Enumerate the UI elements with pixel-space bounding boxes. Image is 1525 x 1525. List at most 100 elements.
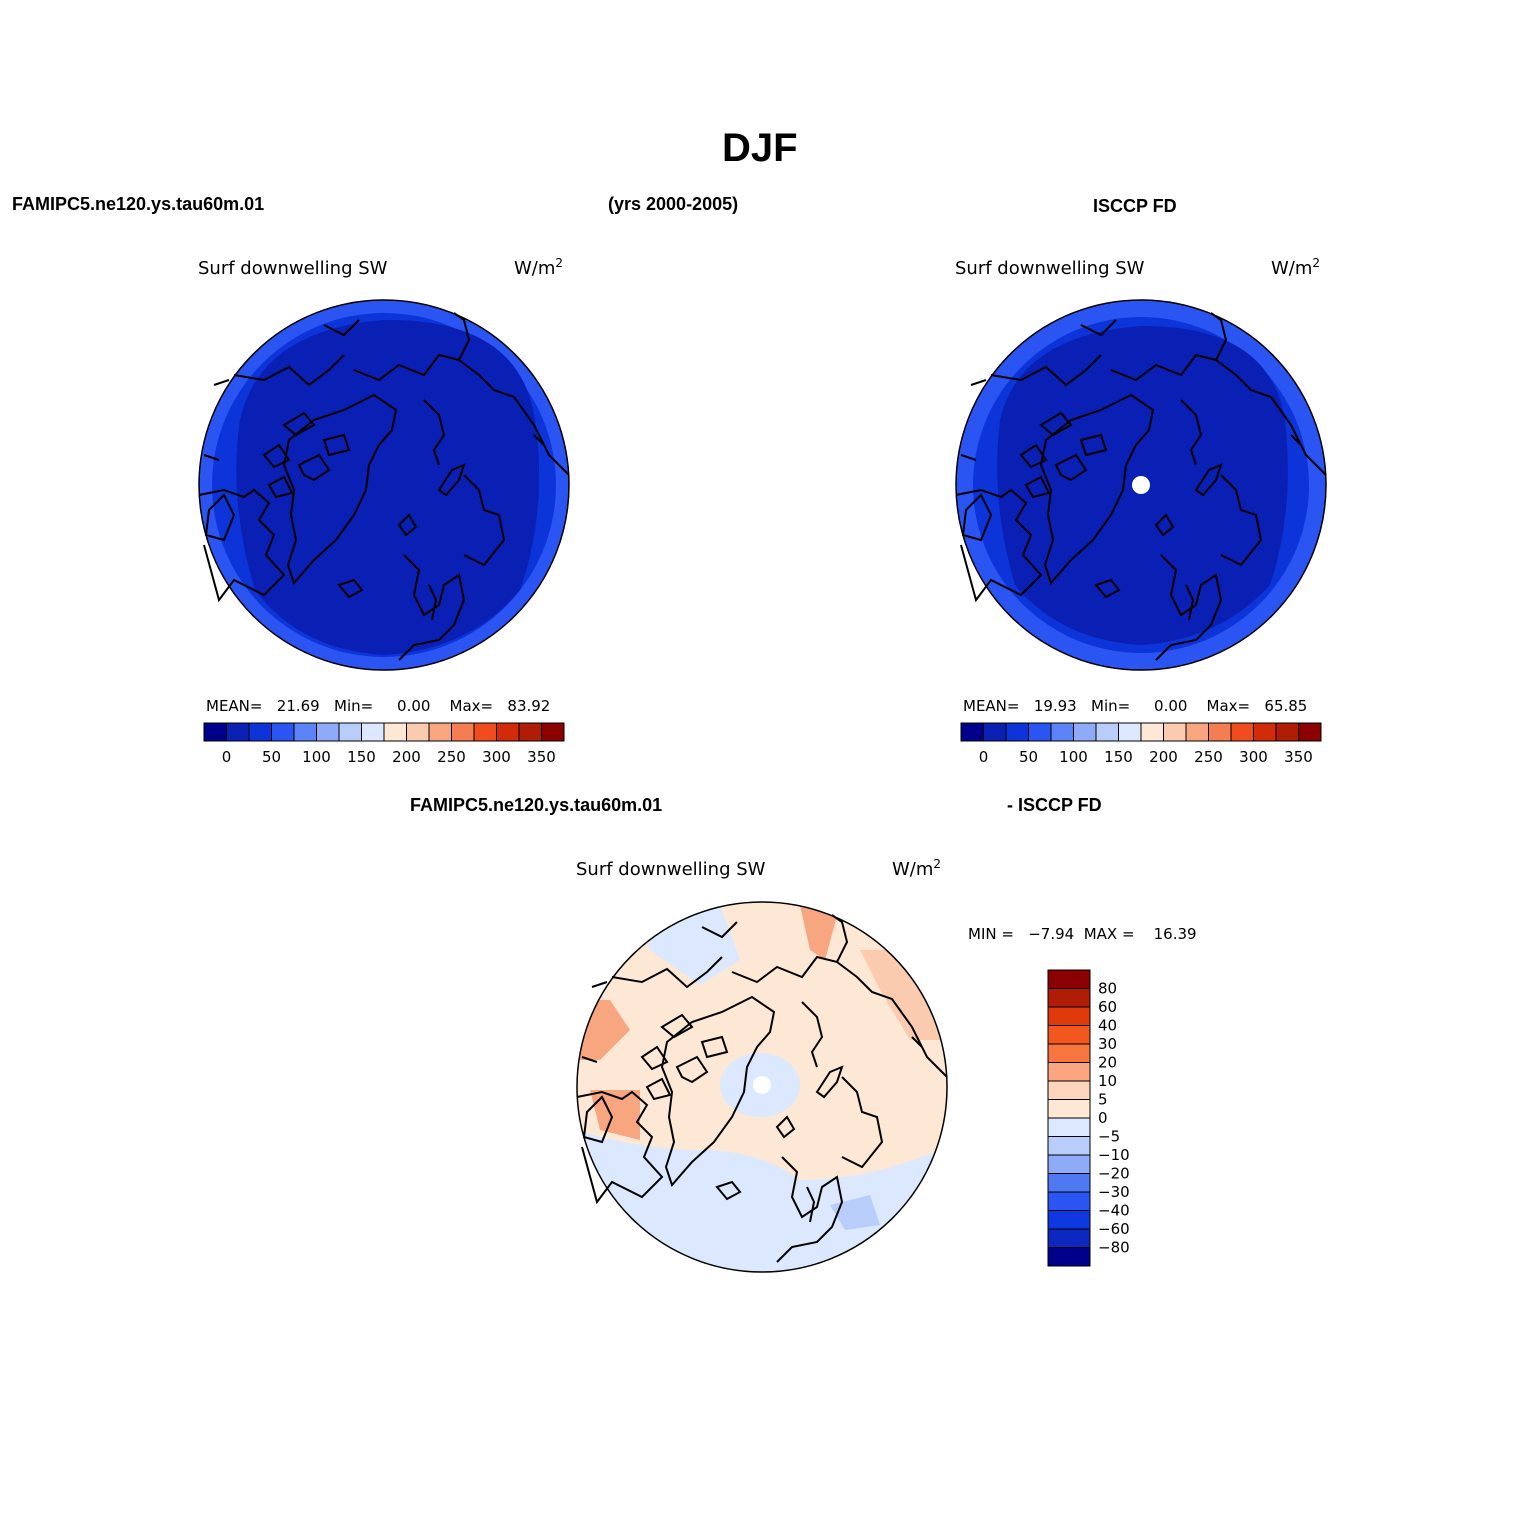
panel3-colorbar-tick-label: 40 [1098, 1017, 1117, 1035]
panel1-colorbar-swatch [338, 722, 362, 742]
diff-obs-header: - ISCCP FD [1007, 795, 1102, 815]
model-case-header: FAMIPC5.ne120.ys.tau60m.01 [12, 194, 265, 214]
panel1-colorbar-tick-label: 0 [222, 748, 232, 766]
panel3-colorbar-swatch [1047, 969, 1091, 989]
panel2-colorbar-swatch [1050, 722, 1074, 742]
panel1-colorbar-swatch [496, 722, 520, 742]
panel2-colorbar-swatch [1118, 722, 1142, 742]
panel2-colorbar-swatch [1073, 722, 1097, 742]
panel3-colorbar-swatch [1047, 1136, 1091, 1156]
panel3-colorbar-tick-label: 30 [1098, 1035, 1117, 1053]
panel1-colorbar-swatch [361, 722, 385, 742]
panel1-colorbar-tick-label: 50 [262, 748, 281, 766]
panel3-colorbar-swatch [1047, 1080, 1091, 1100]
panel3-colorbar-swatch [1047, 1154, 1091, 1174]
panel1-colorbar-swatch [406, 722, 430, 742]
panel2-colorbar-tick-label: 100 [1059, 748, 1088, 766]
panel1-colorbar-swatch [428, 722, 452, 742]
panel2-stats: MEAN= 19.93 Min= 0.00 Max= 65.85 [963, 697, 1308, 715]
panel2-colorbar-tick-label: 150 [1104, 748, 1133, 766]
panel1-colorbar-swatch [473, 722, 497, 742]
panel1-colorbar-swatch [226, 722, 250, 742]
panel1-colorbar-swatch [271, 722, 295, 742]
panel2-map [955, 299, 1327, 671]
panel1-colorbar-swatch [518, 722, 542, 742]
panel3-colorbar-tick-label: −40 [1098, 1202, 1130, 1220]
panel3-colorbar-tick-label: −5 [1098, 1128, 1120, 1146]
panel2-colorbar-swatch [1298, 722, 1322, 742]
panel1-colorbar-swatch [316, 722, 340, 742]
panel1-map [198, 299, 570, 671]
panel3-colorbar-swatch [1047, 1173, 1091, 1193]
panel3-colorbar-swatch [1047, 1006, 1091, 1026]
obs-header: ISCCP FD [1093, 196, 1177, 216]
panel1-colorbar-tick-label: 300 [482, 748, 511, 766]
panel3-missing-pole [753, 1076, 771, 1094]
panel2-variable: Surf downwelling SW [955, 258, 1145, 279]
panel3-colorbar-tick-label: −80 [1098, 1239, 1130, 1257]
panel1-colorbar-tick-label: 100 [302, 748, 331, 766]
panel3-colorbar-tick-label: 60 [1098, 998, 1117, 1016]
panel1-colorbar-tick-label: 350 [527, 748, 556, 766]
panel2-colorbar-swatch [983, 722, 1007, 742]
panel3-colorbar-swatch [1047, 1099, 1091, 1119]
panel2-colorbar-tick-label: 50 [1019, 748, 1038, 766]
panel2-colorbar-swatch [1005, 722, 1029, 742]
panel3-colorbar-swatch [1047, 988, 1091, 1008]
panel3-colorbar-tick-label: −20 [1098, 1165, 1130, 1183]
panel2-colorbar-tick-label: 250 [1194, 748, 1223, 766]
panel3-units: W/m2 [892, 857, 942, 880]
panel3-colorbar-swatch [1047, 1210, 1091, 1230]
panel3-colorbar-tick-label: 0 [1098, 1109, 1108, 1127]
panel1-units: W/m2 [514, 256, 564, 279]
panel2-colorbar-swatch [1028, 722, 1052, 742]
panel3-colorbar-swatch [1047, 1043, 1091, 1063]
panel1-colorbar-swatch [203, 722, 227, 742]
panel2-colorbar-tick-label: 300 [1239, 748, 1268, 766]
panel1-colorbar-swatch [541, 722, 565, 742]
panel3-colorbar-tick-label: 80 [1098, 980, 1117, 998]
panel1-colorbar-swatch [383, 722, 407, 742]
panel2-colorbar-swatch [1208, 722, 1232, 742]
panel3-colorbar-swatch [1047, 1191, 1091, 1211]
panel2-colorbar: 0 50 100 150 200 250 300 350 [960, 722, 1322, 766]
panel1-colorbar-tick-label: 150 [347, 748, 376, 766]
figure-title: DJF [722, 126, 798, 170]
panel3-map [576, 901, 948, 1273]
panel2-colorbar-swatch [1163, 722, 1187, 742]
panel2-colorbar-swatch [1140, 722, 1164, 742]
panel1-variable: Surf downwelling SW [198, 258, 388, 279]
panel1-colorbar-swatch [451, 722, 475, 742]
panel2-colorbar-tick-label: 0 [979, 748, 989, 766]
panel3-stats: MIN = −7.94 MAX = 16.39 [968, 925, 1197, 943]
panel2-units: W/m2 [1271, 256, 1321, 279]
panel3-colorbar-tick-label: −10 [1098, 1146, 1130, 1164]
panel3-colorbar-swatch [1047, 1062, 1091, 1082]
panel2-colorbar-swatch [1185, 722, 1209, 742]
panel3-colorbar-swatch [1047, 1247, 1091, 1267]
panel1-colorbar-tick-label: 200 [392, 748, 421, 766]
panel1-colorbar-swatch [293, 722, 317, 742]
panel3-colorbar-tick-label: 20 [1098, 1054, 1117, 1072]
panel2-colorbar-swatch [1095, 722, 1119, 742]
panel3-colorbar-tick-label: 5 [1098, 1091, 1108, 1109]
panel3-colorbar-swatch [1047, 1117, 1091, 1137]
panel2-colorbar-tick-label: 200 [1149, 748, 1178, 766]
panel3-colorbar-swatch [1047, 1228, 1091, 1248]
panel3-colorbar-tick-label: −60 [1098, 1220, 1130, 1238]
panel2-missing-pole [1132, 476, 1150, 494]
panel3-colorbar-swatch [1047, 1025, 1091, 1045]
panel2-colorbar-swatch [1253, 722, 1277, 742]
years-header: (yrs 2000-2005) [608, 194, 739, 214]
panel2-colorbar-swatch [1275, 722, 1299, 742]
panel3-colorbar-tick-label: −30 [1098, 1183, 1130, 1201]
panel3-colorbar-tick-label: 10 [1098, 1072, 1117, 1090]
panel1-colorbar-tick-label: 250 [437, 748, 466, 766]
panel1-colorbar: 0 50 100 150 200 250 300 350 [203, 722, 565, 766]
panel1-colorbar-swatch [248, 722, 272, 742]
panel2-colorbar-swatch [960, 722, 984, 742]
panel3-variable: Surf downwelling SW [576, 859, 766, 880]
panel1-stats: MEAN= 21.69 Min= 0.00 Max= 83.92 [206, 697, 551, 715]
